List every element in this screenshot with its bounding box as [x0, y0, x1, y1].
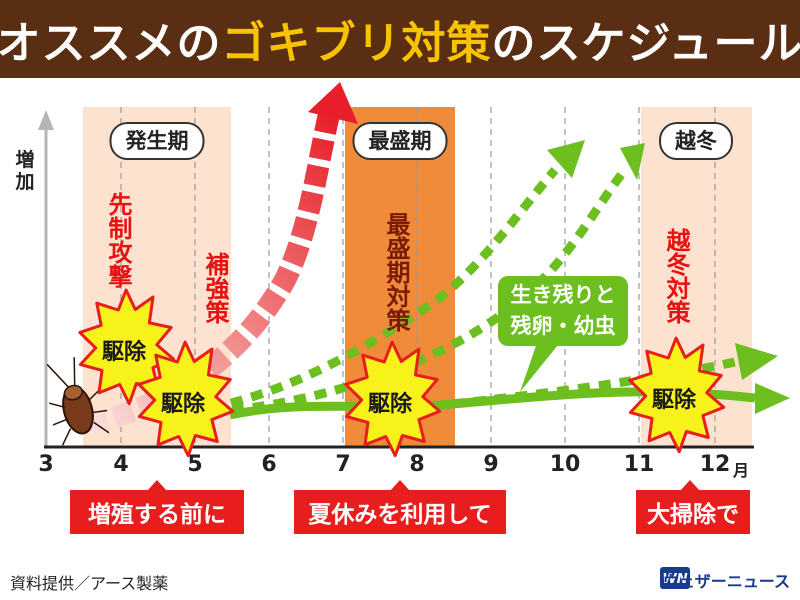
month-label: 3: [38, 452, 54, 477]
period-label-peak: 最盛期: [352, 122, 448, 160]
burst-label-1: 駆除: [101, 340, 146, 365]
survivors-callout: 生き残りと 残卵・幼虫: [498, 276, 628, 346]
weathernews-logo: ウェザーニュース: [629, 568, 790, 592]
title-suffix: のスケジュール: [491, 18, 800, 69]
burst-shape-4: [628, 336, 726, 454]
month-label: 11: [623, 452, 655, 477]
svg-text:WN: WN: [662, 572, 687, 587]
month-unit: 月: [733, 461, 750, 480]
cockroach-icon: [46, 357, 110, 446]
bottom-box-before-breeding: 増殖する前に: [70, 490, 244, 534]
month-label: 4: [113, 452, 129, 477]
month-label: 8: [409, 452, 425, 477]
title-bar: オススメのゴキブリ対策のスケジュール: [0, 0, 800, 78]
strategy-peak: 最盛期対策: [382, 212, 410, 332]
strategy-overwinter: 越冬対策: [662, 228, 690, 324]
green-dotted-arrowheads: [547, 140, 778, 380]
month-label: 10: [549, 452, 581, 477]
y-axis-label: 増 加: [15, 149, 35, 193]
burst-shape-3: [344, 340, 442, 458]
source-credit: 資料提供／アース製薬: [10, 574, 169, 593]
month-label: 12: [699, 452, 731, 477]
weathernews-logo-mark: WN: [660, 567, 690, 589]
strategy-reinforce: 補強策: [201, 252, 229, 324]
burst-shape-2: [137, 340, 235, 458]
burst-shape-1: [78, 288, 176, 406]
red-arrowhead: [308, 82, 358, 124]
page-title: オススメのゴキブリ対策のスケジュール: [0, 7, 800, 71]
month-label: 5: [187, 452, 203, 477]
callout-tail: [520, 340, 562, 392]
month-label: 7: [335, 452, 351, 477]
box-notch: [147, 480, 167, 491]
period-label-overwinter: 越冬: [659, 122, 733, 160]
box-notch: [680, 480, 700, 491]
burst-label-3: 駆除: [367, 392, 412, 417]
burst-label-2: 駆除: [160, 392, 205, 417]
strategy-preemptive: 先制攻撃: [104, 192, 132, 288]
period-label-emergence: 発生期: [109, 122, 205, 160]
logo-text: ウェザーニュース: [662, 572, 790, 591]
burst-label-4: 駆除: [651, 388, 696, 413]
month-label: 6: [261, 452, 277, 477]
month-label: 9: [483, 452, 499, 477]
y-axis-arrowhead: [38, 110, 54, 130]
box-notch: [390, 480, 410, 491]
bottom-box-summer-break: 夏休みを利用して: [294, 490, 506, 534]
green-solid-arrowhead: [755, 383, 790, 414]
bottom-box-big-cleaning: 大掃除で: [636, 490, 750, 534]
schedule-diagram: WN: [38, 82, 790, 589]
title-prefix: オススメの: [0, 18, 222, 69]
title-highlight: ゴキブリ対策: [221, 18, 492, 69]
